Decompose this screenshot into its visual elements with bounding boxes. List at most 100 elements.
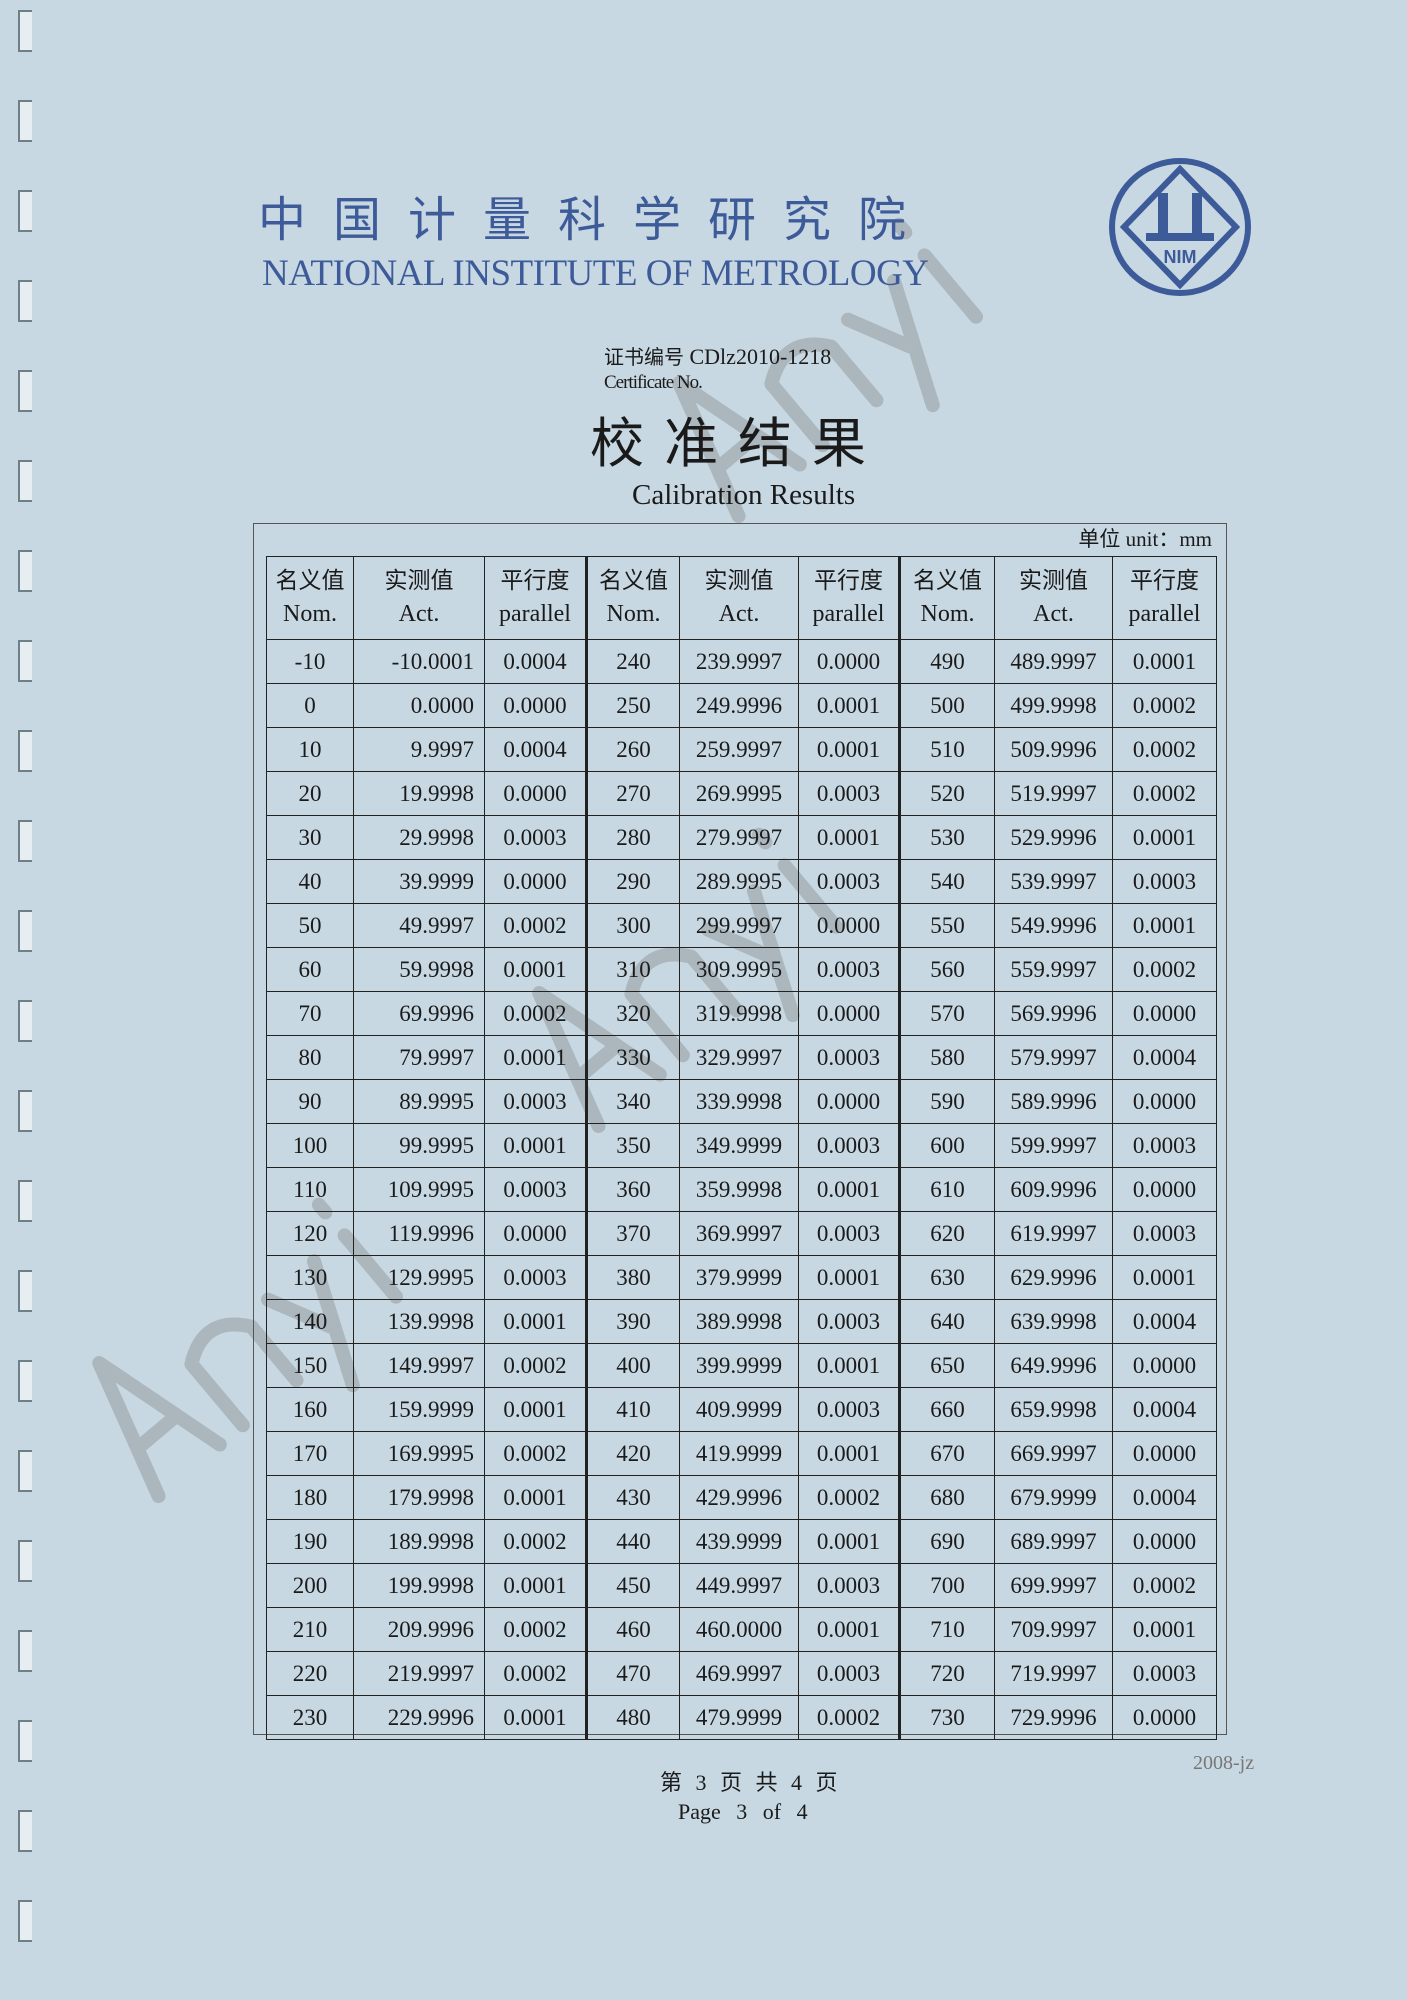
table-row: 0 0.0000 0.0000 250 249.9996 0.0001 500 499.999… xyxy=(266,683,1217,728)
nominal-cell: 650 xyxy=(898,1343,995,1388)
table-row: 230 229.9996 0.0001 480 479.9999 0.0002 730 729… xyxy=(266,1695,1217,1740)
nominal-cell: 430 xyxy=(585,1475,680,1520)
nominal-cell: 440 xyxy=(585,1519,680,1564)
actual-cell: 309.9995 xyxy=(679,947,799,992)
table-row: -10 -10.0001 0.0004 240 239.9997 0.0000 490 489… xyxy=(266,639,1217,684)
parallel-cell: 0.0003 xyxy=(798,1299,900,1344)
parallel-cell: 0.0003 xyxy=(484,815,587,860)
parallel-cell: 0.0003 xyxy=(484,1079,587,1124)
nominal-cell: 390 xyxy=(585,1299,680,1344)
nominal-cell: 0 xyxy=(266,683,354,728)
actual-cell: 460.0000 xyxy=(679,1607,799,1652)
nominal-cell: 450 xyxy=(585,1563,680,1608)
actual-cell: 719.9997 xyxy=(994,1651,1113,1696)
table-row: 210 209.9996 0.0002 460 460.0000 0.0001 710 709… xyxy=(266,1607,1217,1652)
parallel-cell: 0.0002 xyxy=(798,1475,900,1520)
page-title-en: Calibration Results xyxy=(632,479,856,511)
nominal-cell: 160 xyxy=(266,1387,354,1432)
column-header-en: parallel xyxy=(812,601,885,627)
nominal-cell: 710 xyxy=(898,1607,995,1652)
nominal-cell: 190 xyxy=(266,1519,354,1564)
table-row: 120 119.9996 0.0000 370 369.9997 0.0003 620 619… xyxy=(266,1211,1217,1256)
table-row: 200 199.9998 0.0001 450 449.9997 0.0003 700 699… xyxy=(266,1563,1217,1608)
parallel-cell: 0.0000 xyxy=(798,991,900,1036)
nominal-cell: 400 xyxy=(585,1343,680,1388)
actual-cell: 79.9997 xyxy=(353,1035,485,1080)
nominal-cell: 250 xyxy=(585,683,680,728)
parallel-cell: 0.0001 xyxy=(484,947,587,992)
parallel-cell: 0.0001 xyxy=(798,815,900,860)
actual-cell: 619.9997 xyxy=(994,1211,1113,1256)
parallel-cell: 0.0002 xyxy=(1112,727,1217,772)
actual-cell: 489.9997 xyxy=(994,639,1113,684)
column-header-cn: 实测值 xyxy=(1019,568,1088,594)
nominal-cell: 560 xyxy=(898,947,995,992)
column-header-en: parallel xyxy=(499,601,571,627)
nominal-cell: 350 xyxy=(585,1123,680,1168)
parallel-cell: 0.0003 xyxy=(798,771,900,816)
parallel-cell: 0.0003 xyxy=(1112,1211,1217,1256)
table-row: 190 189.9998 0.0002 440 439.9999 0.0001 690 689… xyxy=(266,1519,1217,1564)
nominal-cell: 540 xyxy=(898,859,995,904)
nominal-cell: 360 xyxy=(585,1167,680,1212)
nominal-cell: 460 xyxy=(585,1607,680,1652)
nominal-cell: 700 xyxy=(898,1563,995,1608)
binding-hole xyxy=(18,460,32,502)
parallel-cell: 0.0003 xyxy=(798,1563,900,1608)
actual-cell: 169.9995 xyxy=(353,1431,485,1476)
parallel-cell: 0.0004 xyxy=(484,727,587,772)
actual-cell: 399.9999 xyxy=(679,1343,799,1388)
actual-cell: 469.9997 xyxy=(679,1651,799,1696)
parallel-cell: 0.0002 xyxy=(484,991,587,1036)
actual-cell: 479.9999 xyxy=(679,1695,799,1740)
parallel-cell: 0.0004 xyxy=(1112,1299,1217,1344)
nominal-cell: 480 xyxy=(585,1695,680,1740)
actual-cell: 389.9998 xyxy=(679,1299,799,1344)
parallel-cell: 0.0003 xyxy=(1112,1651,1217,1696)
parallel-cell: 0.0001 xyxy=(798,727,900,772)
parallel-cell: 0.0001 xyxy=(484,1695,587,1740)
parallel-cell: 0.0003 xyxy=(798,947,900,992)
column-header-cn: 实测值 xyxy=(384,568,454,594)
table-row: 170 169.9995 0.0002 420 419.9999 0.0001 670 669… xyxy=(266,1431,1217,1476)
binding-hole xyxy=(18,1090,32,1132)
nominal-cell: 470 xyxy=(585,1651,680,1696)
table-row: 180 179.9998 0.0001 430 429.9996 0.0002 680 679… xyxy=(266,1475,1217,1520)
binding-hole xyxy=(18,190,32,232)
parallel-cell: 0.0003 xyxy=(798,1123,900,1168)
nominal-cell: 690 xyxy=(898,1519,995,1564)
parallel-cell: 0.0002 xyxy=(1112,771,1217,816)
column-header-cn: 平行度 xyxy=(500,568,570,594)
actual-cell: 349.9999 xyxy=(679,1123,799,1168)
table-row: 220 219.9997 0.0002 470 469.9997 0.0003 720 719… xyxy=(266,1651,1217,1696)
actual-cell: 99.9995 xyxy=(353,1123,485,1168)
actual-cell: 259.9997 xyxy=(679,727,799,772)
parallel-cell: 0.0003 xyxy=(798,1651,900,1696)
nominal-cell: 140 xyxy=(266,1299,354,1344)
nominal-cell: 610 xyxy=(898,1167,995,1212)
nominal-cell: 530 xyxy=(898,815,995,860)
parallel-cell: 0.0001 xyxy=(484,1387,587,1432)
actual-cell: 519.9997 xyxy=(994,771,1113,816)
table-row: 90 89.9995 0.0003 340 339.9998 0.0000 590 589.9… xyxy=(266,1079,1217,1124)
actual-cell: 269.9995 xyxy=(679,771,799,816)
actual-cell: 429.9996 xyxy=(679,1475,799,1520)
actual-cell: 289.9995 xyxy=(679,859,799,904)
column-header-en: Nom. xyxy=(283,601,337,627)
table-row: 150 149.9997 0.0002 400 399.9999 0.0001 650 649… xyxy=(266,1343,1217,1388)
nominal-cell: 590 xyxy=(898,1079,995,1124)
page-number-en: Page 3 of 4 xyxy=(678,1799,808,1824)
nominal-cell: 330 xyxy=(585,1035,680,1080)
binding-hole xyxy=(18,370,32,412)
binding-hole xyxy=(18,1810,32,1852)
actual-cell: 659.9998 xyxy=(994,1387,1113,1432)
parallel-cell: 0.0003 xyxy=(798,1035,900,1080)
nominal-cell: 30 xyxy=(266,815,354,860)
binding-hole xyxy=(18,1540,32,1582)
nominal-cell: 120 xyxy=(266,1211,354,1256)
parallel-cell: 0.0000 xyxy=(484,683,587,728)
nominal-cell: 660 xyxy=(898,1387,995,1432)
svg-text:NIM: NIM xyxy=(1164,247,1197,267)
parallel-cell: 0.0001 xyxy=(484,1563,587,1608)
parallel-cell: 0.0002 xyxy=(484,1651,587,1696)
